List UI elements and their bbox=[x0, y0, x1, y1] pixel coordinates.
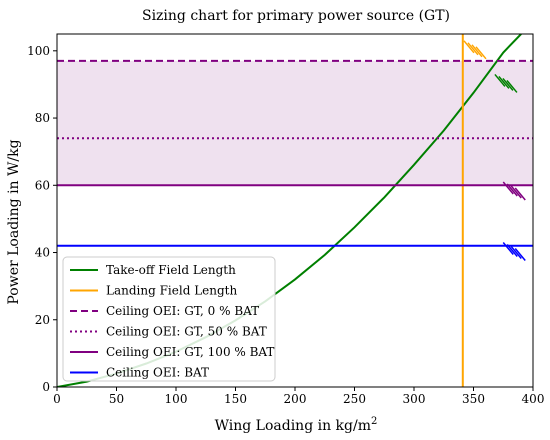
legend-label-4: Ceiling OEI: GT, 100 % BAT bbox=[106, 345, 274, 359]
x-axis-label-superscript: 2 bbox=[371, 416, 377, 427]
hatch-layer bbox=[463, 40, 526, 262]
y-tick-label: 100 bbox=[27, 44, 50, 58]
x-tick-label: 300 bbox=[403, 392, 426, 406]
x-tick-label: 250 bbox=[343, 392, 366, 406]
x-tick-label: 0 bbox=[53, 392, 61, 406]
x-axis-label-text: Wing Loading in kg/m bbox=[215, 418, 371, 434]
y-tick-label: 60 bbox=[35, 178, 50, 192]
constraint-hatch-0 bbox=[463, 40, 487, 60]
x-axis-label: Wing Loading in kg/m2 bbox=[215, 416, 378, 434]
y-tick-label: 0 bbox=[42, 380, 50, 394]
y-axis-label: Power Loading in W/kg bbox=[6, 139, 22, 304]
x-tick-label: 100 bbox=[165, 392, 188, 406]
constraint-hatch-2 bbox=[502, 181, 526, 201]
chart-title: Sizing chart for primary power source (G… bbox=[142, 8, 450, 24]
x-tick-label: 150 bbox=[224, 392, 247, 406]
legend-label-0: Take-off Field Length bbox=[106, 263, 236, 277]
legend: Take-off Field Length Landing Field Lengt… bbox=[62, 256, 276, 382]
legend-label-3: Ceiling OEI: GT, 50 % BAT bbox=[106, 325, 267, 339]
plot-area bbox=[56, 33, 534, 388]
x-tick-label: 400 bbox=[522, 392, 545, 406]
y-axis-ticks: 0 20 40 60 80 100 bbox=[27, 44, 57, 394]
y-tick-label: 40 bbox=[35, 246, 50, 260]
constraint-hatch-1 bbox=[494, 73, 518, 93]
legend-items: Take-off Field Length Landing Field Lengt… bbox=[70, 263, 274, 380]
x-tick-label: 50 bbox=[109, 392, 124, 406]
legend-label-2: Ceiling OEI: GT, 0 % BAT bbox=[106, 304, 259, 318]
constraint-hatch-3 bbox=[502, 242, 526, 262]
legend-label-1: Landing Field Length bbox=[106, 284, 237, 298]
x-tick-label: 200 bbox=[284, 392, 307, 406]
legend-label-5: Ceiling OEI: BAT bbox=[106, 366, 209, 380]
y-tick-label: 80 bbox=[35, 111, 50, 125]
y-tick-label: 20 bbox=[35, 313, 50, 327]
x-tick-label: 350 bbox=[462, 392, 485, 406]
x-axis-ticks: 0 50 100 150 200 250 300 350 400 bbox=[53, 387, 544, 406]
shaded-band bbox=[57, 60, 533, 186]
legend-box bbox=[62, 256, 276, 382]
